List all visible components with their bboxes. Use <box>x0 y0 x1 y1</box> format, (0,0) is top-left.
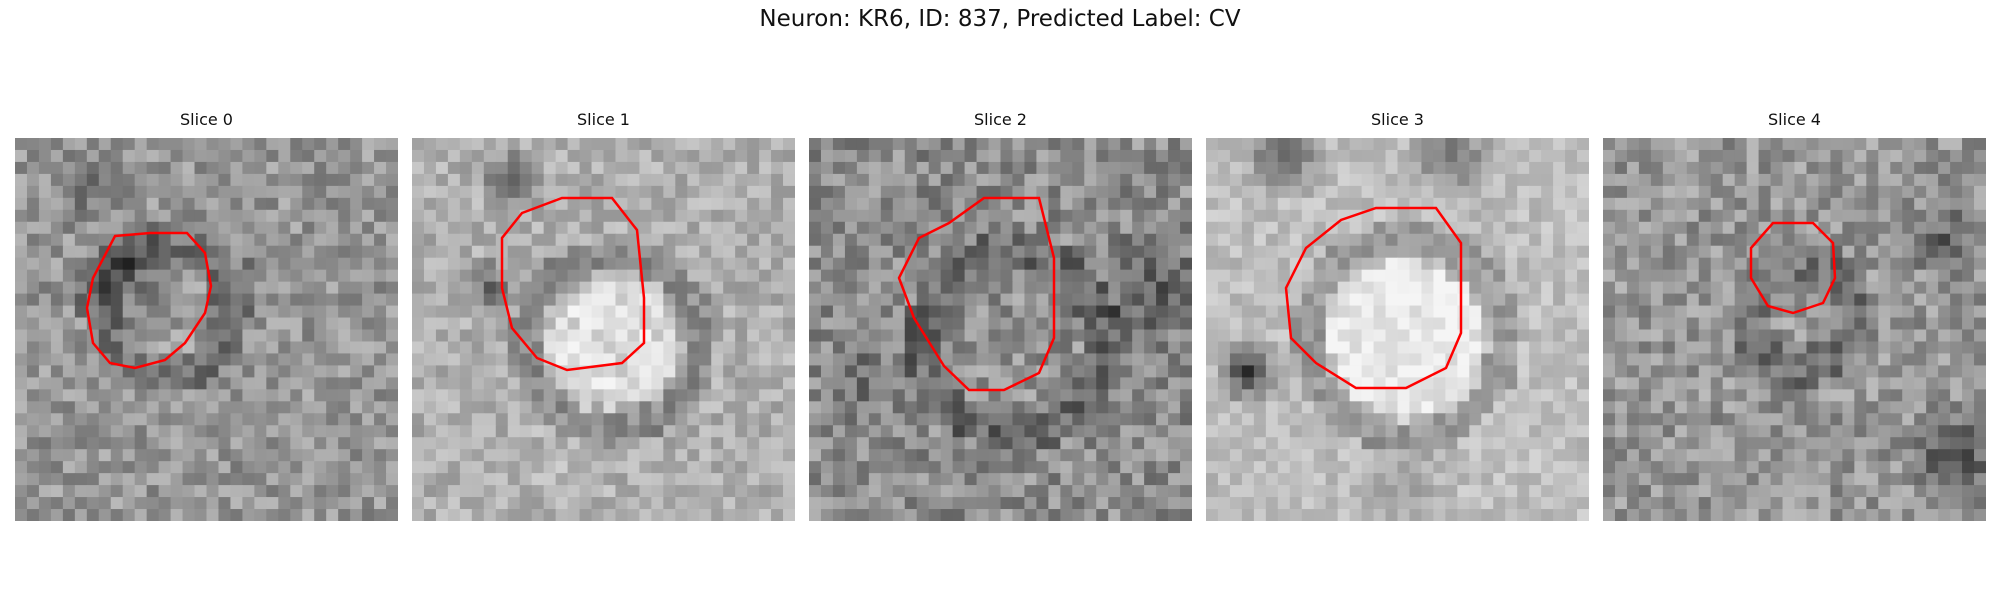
slice-pixels <box>1206 138 1589 521</box>
slice-image-1 <box>412 138 795 521</box>
slice-pixels <box>412 138 795 521</box>
slice-pixels <box>15 138 398 521</box>
roi-contour <box>85 231 213 370</box>
slice-title-3: Slice 3 <box>1371 110 1424 129</box>
slice-panel-1: Slice 1 <box>412 108 795 521</box>
slice-pixels <box>809 138 1192 521</box>
slice-image-2 <box>809 138 1192 521</box>
slice-panel-0: Slice 0 <box>15 108 398 521</box>
slice-image-4 <box>1603 138 1986 521</box>
roi-contour <box>1749 221 1837 315</box>
roi-contour <box>1284 206 1463 390</box>
slice-pixels <box>1603 138 1986 521</box>
roi-contour <box>500 196 646 372</box>
slice-title-2: Slice 2 <box>974 110 1027 129</box>
slice-panel-4: Slice 4 <box>1603 108 1986 521</box>
roi-contour <box>897 196 1056 392</box>
slice-image-0 <box>15 138 398 521</box>
slice-image-3 <box>1206 138 1589 521</box>
slice-panel-2: Slice 2 <box>809 108 1192 521</box>
slice-title-4: Slice 4 <box>1768 110 1821 129</box>
slice-title-0: Slice 0 <box>180 110 233 129</box>
figure-title: Neuron: KR6, ID: 837, Predicted Label: C… <box>759 6 1241 32</box>
slice-title-1: Slice 1 <box>577 110 630 129</box>
slice-panel-3: Slice 3 <box>1206 108 1589 521</box>
